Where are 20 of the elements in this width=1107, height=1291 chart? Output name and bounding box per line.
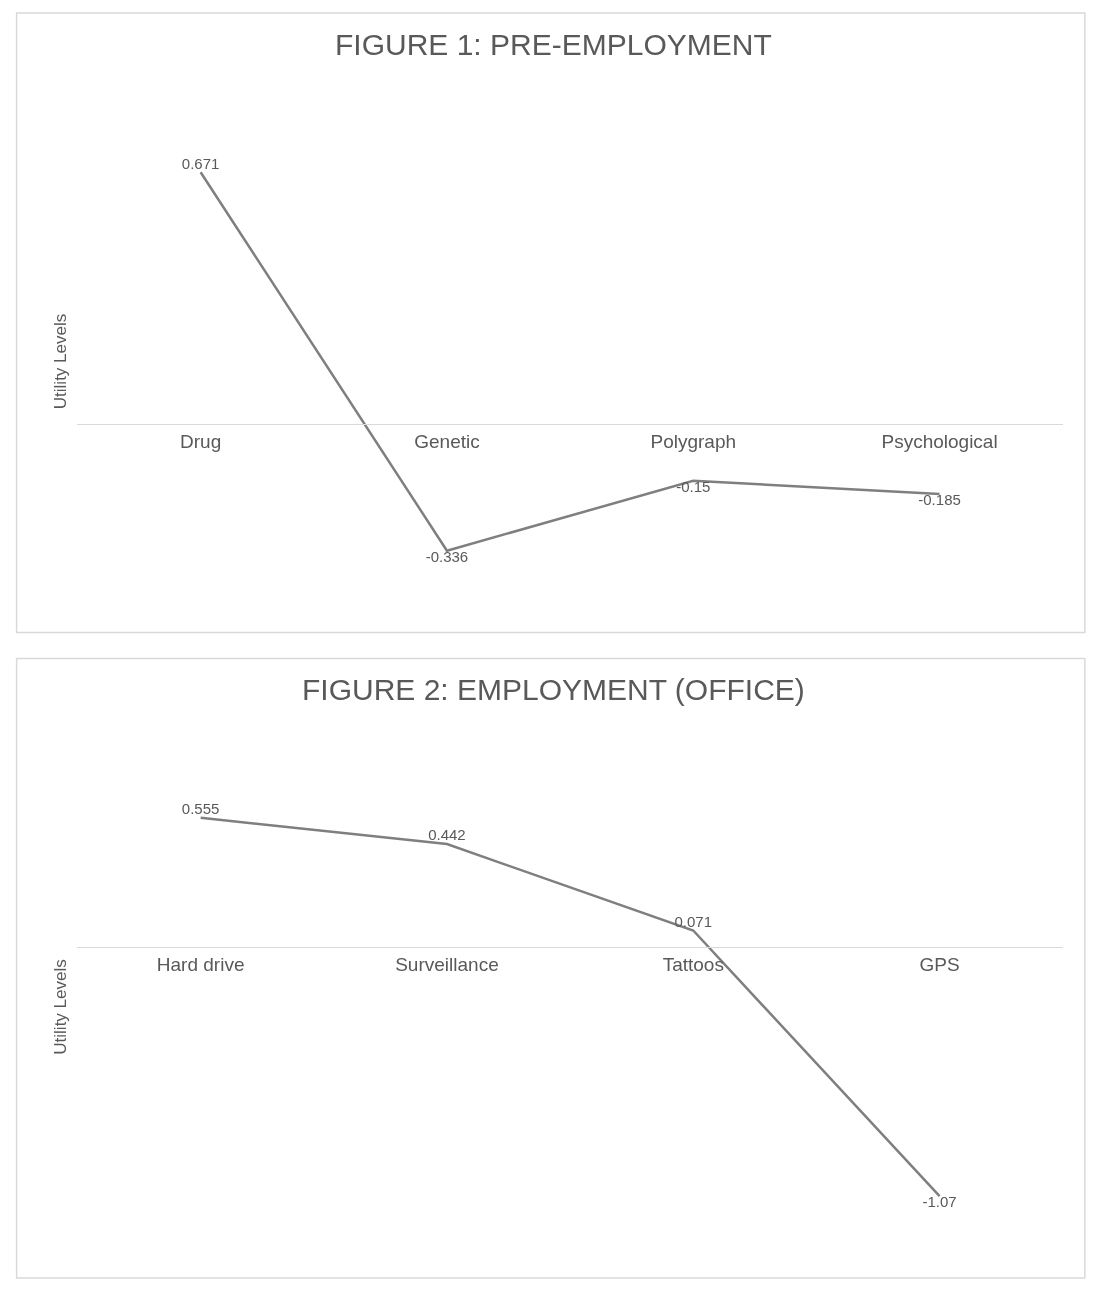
x-tick-label: Hard drive bbox=[156, 953, 245, 975]
chart-title: FIGURE 1: PRE-EMPLOYMENT bbox=[335, 28, 772, 61]
x-tick-label: Surveillance bbox=[395, 953, 499, 975]
data-label: 0.671 bbox=[181, 154, 220, 172]
data-label: 0.071 bbox=[674, 912, 713, 930]
x-tick-label: Drug bbox=[180, 431, 222, 453]
y-axis-title: Utility Levels bbox=[51, 313, 71, 410]
data-label: 0.442 bbox=[428, 826, 466, 844]
x-tick-label: Genetic bbox=[414, 431, 480, 453]
x-tick-label: Polygraph bbox=[650, 431, 737, 453]
data-label: -1.07 bbox=[922, 1193, 957, 1211]
x-tick-label: GPS bbox=[919, 953, 960, 975]
chart-title: FIGURE 2: EMPLOYMENT (OFFICE) bbox=[302, 673, 805, 706]
x-tick-label: Psychological bbox=[881, 431, 998, 453]
data-label: 0.555 bbox=[181, 800, 220, 818]
x-tick-label: Tattoos bbox=[662, 953, 724, 975]
y-axis-title: Utility Levels bbox=[51, 959, 71, 1055]
data-label: -0.185 bbox=[918, 491, 961, 509]
data-label: -0.336 bbox=[425, 547, 469, 565]
data-label: -0.15 bbox=[676, 478, 711, 496]
